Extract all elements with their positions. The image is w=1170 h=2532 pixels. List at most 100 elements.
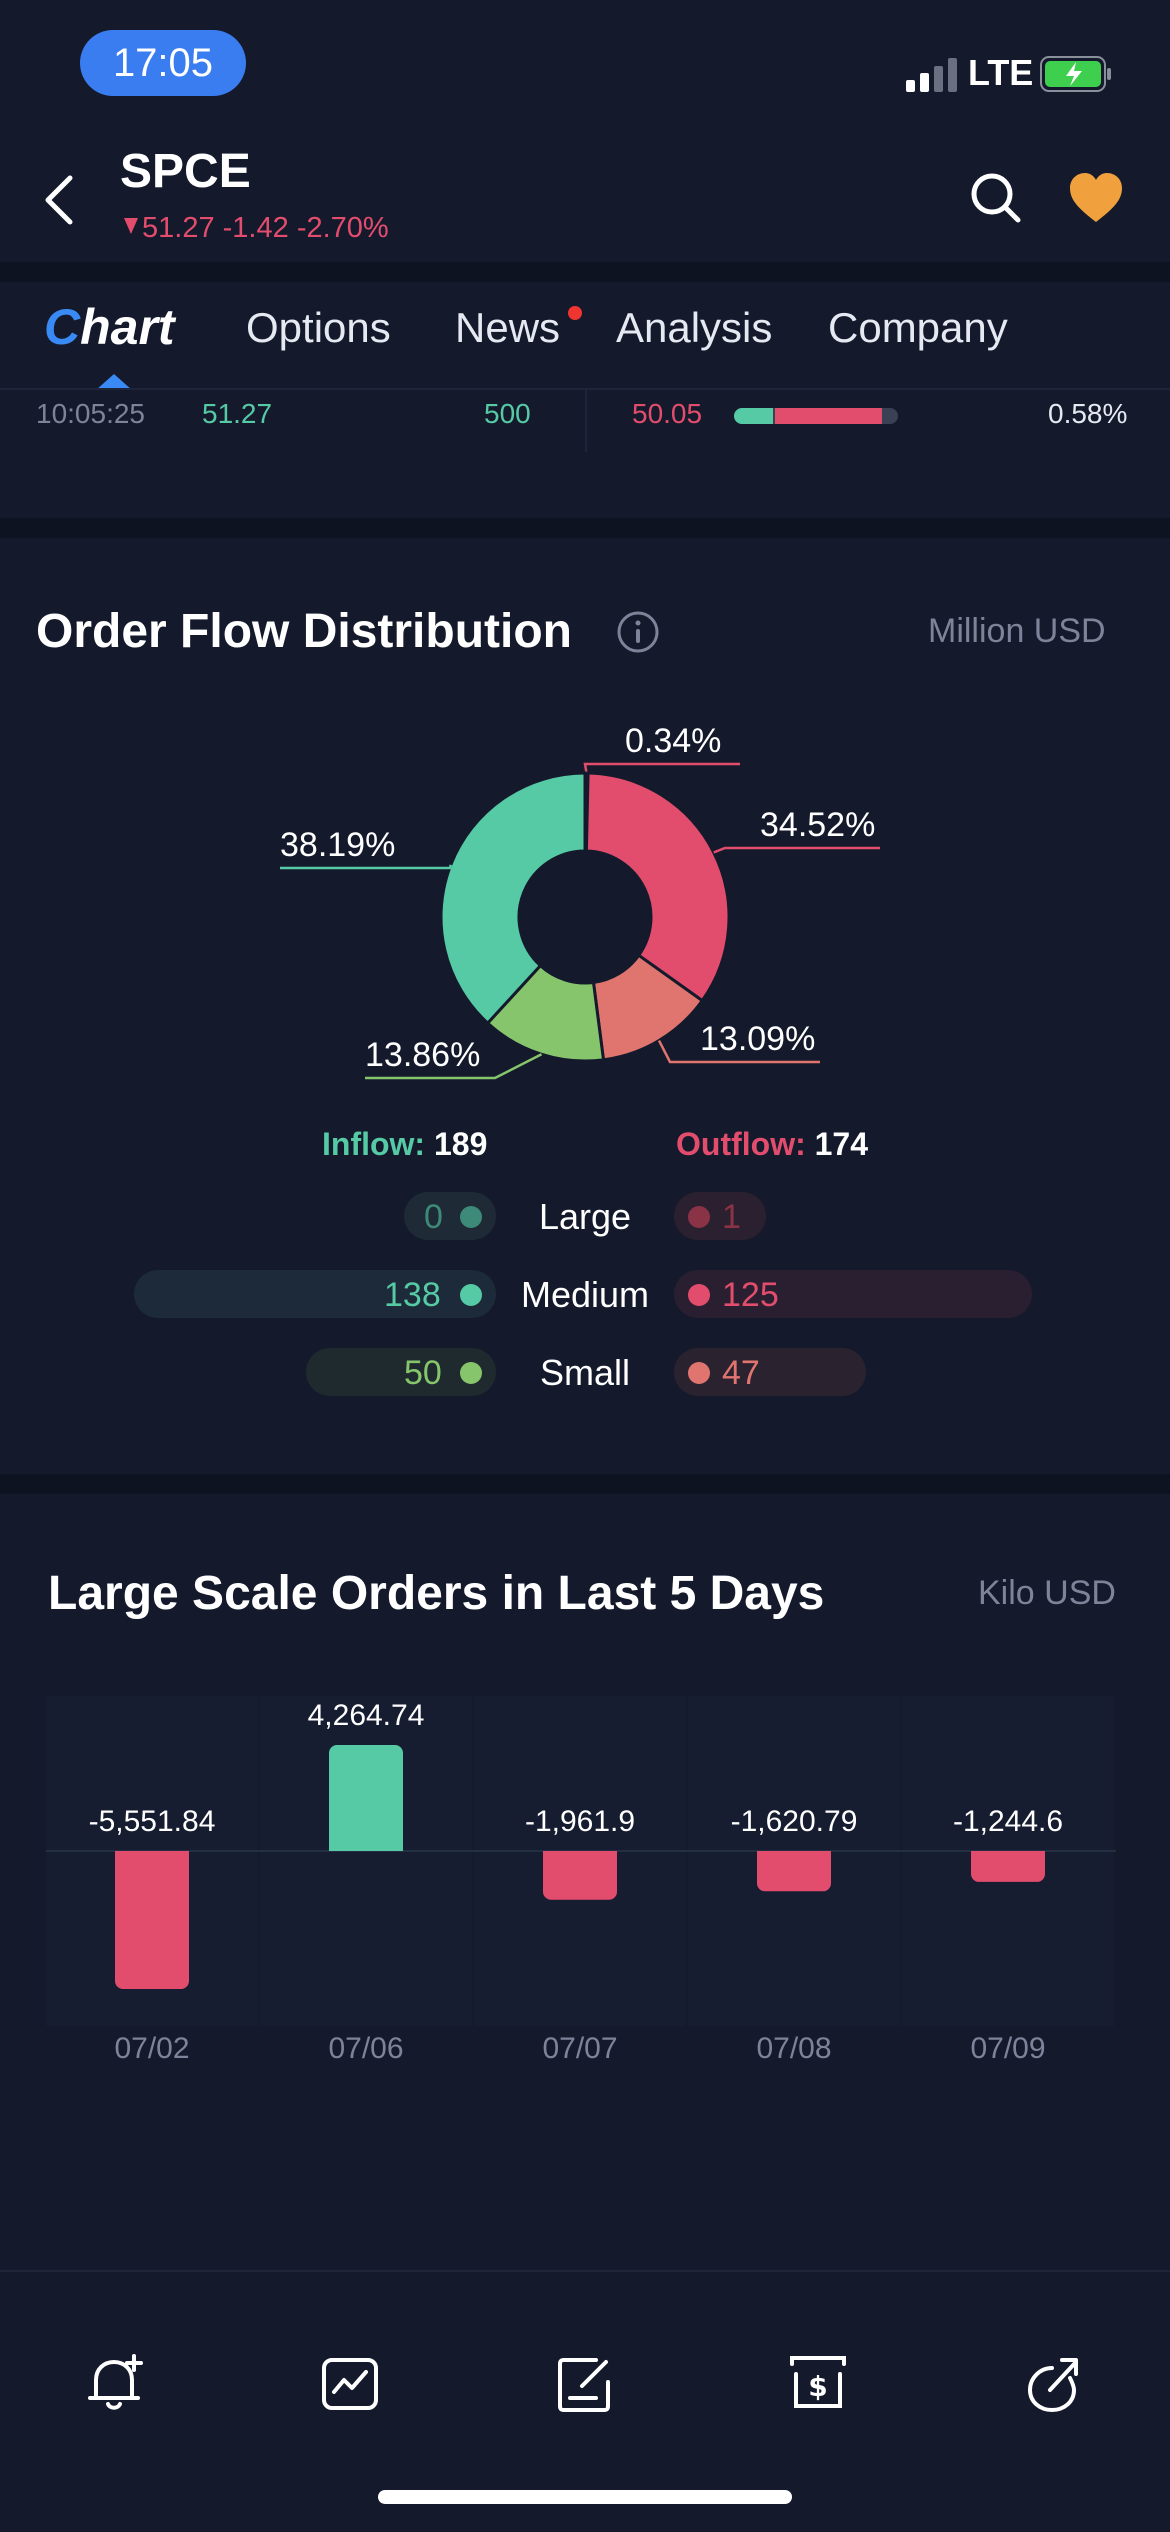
bar-base — [543, 1851, 617, 1861]
bar-base — [757, 1851, 831, 1861]
bar-value-label: -1,244.6 — [953, 1805, 1063, 1838]
status-bar: 17:05 LTE — [0, 0, 1170, 130]
stock-change-pct: -2.70% — [296, 212, 389, 244]
tab-bar: Chart Options News Analysis Company — [0, 282, 1170, 390]
tab-chart[interactable]: Chart — [44, 299, 175, 355]
note-edit-icon[interactable] — [552, 2352, 616, 2416]
alert-add-icon[interactable] — [84, 2352, 148, 2416]
bar[interactable] — [115, 1851, 189, 1989]
trade-time: 10:05:25 — [36, 398, 145, 429]
medium-outflow-dot — [688, 1284, 710, 1306]
bar-value-label: -1,961.9 — [525, 1805, 635, 1838]
bar-value-label: -1,620.79 — [731, 1805, 858, 1838]
network-type: LTE — [968, 52, 1034, 93]
home-indicator — [378, 2490, 792, 2504]
active-tab-indicator — [96, 374, 132, 390]
donut-leader-line — [280, 864, 453, 870]
order-flow-title: Order Flow Distribution — [36, 605, 572, 658]
small-inflow-dot — [460, 1362, 482, 1384]
small-outflow-value: 47 — [722, 1354, 760, 1392]
donut-slice-label: 0.34% — [625, 722, 721, 760]
large-outflow-value: 1 — [722, 1198, 741, 1236]
outflow-total: Outflow: 174 — [676, 1126, 869, 1162]
buy-sell-ratio-bar — [734, 408, 898, 424]
bar[interactable] — [543, 1851, 617, 1900]
order-flow-donut-chart: 0.34% 34.52% 13.09% 13.86% 38.19% — [280, 722, 880, 1080]
stock-price: 51.27 — [142, 212, 215, 244]
bar-base — [329, 1841, 403, 1851]
stock-header: SPCE 51.27 -1.42 -2.70% — [0, 130, 1170, 260]
large-scale-bar-chart: -5,551.84 07/02 4,264.74 07/06 -1,961.9 07/07… — [46, 1696, 1116, 2065]
tab-analysis[interactable]: Analysis — [616, 304, 773, 351]
inflow-total: Inflow: 189 — [322, 1126, 488, 1162]
donut-leader-line — [365, 1053, 543, 1080]
large-outflow-dot — [688, 1206, 710, 1228]
large-inflow-pill — [404, 1192, 496, 1240]
bar-base — [115, 1851, 189, 1861]
bar-base — [971, 1851, 1045, 1861]
donut-slice-label: 13.09% — [700, 1020, 815, 1058]
large-scale-title: Large Scale Orders in Last 5 Days — [48, 1567, 825, 1620]
bar-category-label: 07/07 — [542, 2032, 617, 2065]
svg-text:$: $ — [808, 2370, 827, 2403]
donut-slice-label: 34.52% — [760, 806, 875, 844]
size-label-large: Large — [538, 1196, 632, 1237]
large-scale-unit: Kilo USD — [978, 1574, 1116, 1612]
status-time: 17:05 — [80, 30, 246, 96]
trade-row: 10:05:25 51.27 500 50.05 0.58% — [0, 390, 1170, 460]
donut-leader-line — [657, 1039, 820, 1064]
trade-price: 51.27 — [202, 398, 273, 429]
donut-slice-label: 13.86% — [365, 1036, 480, 1074]
tab-company[interactable]: Company — [828, 304, 1008, 351]
trade-percent: 0.58% — [1048, 398, 1128, 429]
divider — [0, 1474, 1170, 1494]
donut-slice — [439, 771, 587, 1026]
search-icon[interactable] — [968, 170, 1024, 226]
info-icon[interactable] — [616, 610, 660, 654]
small-inflow-value: 50 — [404, 1354, 442, 1392]
donut-slice-label: 38.19% — [280, 826, 395, 864]
tab-news[interactable]: News — [455, 304, 561, 351]
size-label-small: Small — [539, 1352, 631, 1393]
donut-leader-line — [583, 762, 740, 774]
large-inflow-value: 0 — [424, 1198, 443, 1236]
large-inflow-dot — [460, 1206, 482, 1228]
down-arrow-icon — [124, 218, 138, 234]
stock-quote: 51.27 -1.42 -2.70% — [124, 212, 389, 245]
sell-portion — [775, 408, 882, 424]
stock-symbol: SPCE — [120, 145, 251, 198]
trade-dollar-icon[interactable]: $ — [786, 2352, 850, 2416]
chart-trend-icon[interactable] — [318, 2352, 382, 2416]
medium-inflow-dot — [460, 1284, 482, 1306]
tab-options[interactable]: Options — [246, 304, 391, 351]
tab-divider — [0, 388, 1170, 390]
donut-leader-line — [713, 846, 880, 854]
signal-icon — [906, 58, 957, 92]
divider — [0, 262, 1170, 282]
donut-slice — [584, 771, 731, 1003]
bar-category-label: 07/02 — [114, 2032, 189, 2065]
medium-outflow-value: 125 — [722, 1276, 779, 1314]
size-label-medium: Medium — [520, 1274, 650, 1315]
bar[interactable] — [757, 1851, 831, 1892]
share-icon[interactable] — [1020, 2352, 1084, 2416]
medium-outflow-pill — [674, 1270, 1032, 1318]
bottom-toolbar: $ — [0, 2270, 1170, 2532]
bar-category-label: 07/08 — [756, 2032, 831, 2065]
back-icon[interactable] — [36, 170, 80, 230]
column-divider — [585, 390, 587, 452]
heart-icon[interactable] — [1068, 172, 1124, 224]
battery-icon — [1040, 56, 1111, 92]
medium-inflow-pill — [134, 1270, 496, 1318]
bar-category-label: 07/06 — [328, 2032, 403, 2065]
stock-change: -1.42 — [222, 212, 289, 244]
medium-inflow-value: 138 — [384, 1276, 441, 1314]
buy-portion — [734, 408, 773, 424]
news-notification-dot — [568, 306, 582, 320]
trade-price-secondary: 50.05 — [632, 398, 703, 429]
trade-volume: 500 — [484, 398, 531, 429]
bar-category-label: 07/09 — [970, 2032, 1045, 2065]
bar[interactable] — [329, 1744, 403, 1851]
divider — [0, 518, 1170, 538]
bar-value-label: 4,264.74 — [308, 1699, 425, 1732]
